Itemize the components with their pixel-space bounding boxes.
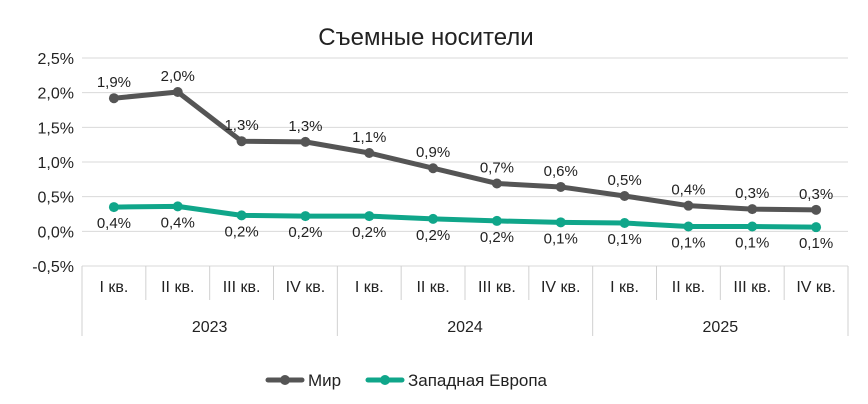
- data-point: [428, 213, 439, 224]
- legend-marker: [380, 375, 390, 385]
- y-tick-label: 0,5%: [38, 190, 74, 207]
- x-tick-label: III кв.: [733, 279, 771, 296]
- data-point: [555, 217, 566, 228]
- data-label: 0,4%: [161, 214, 195, 231]
- y-tick-label: 1,5%: [38, 120, 74, 137]
- y-tick-label: 2,0%: [38, 86, 74, 103]
- data-point: [172, 86, 183, 97]
- data-label: 0,1%: [735, 234, 769, 251]
- legend-label: Западная Европа: [408, 371, 548, 390]
- data-label: 0,3%: [735, 185, 769, 202]
- y-tick-label: 0,0%: [38, 224, 74, 241]
- data-point: [236, 136, 247, 147]
- data-label: 2,0%: [161, 68, 195, 85]
- data-point: [172, 201, 183, 212]
- data-label: 0,7%: [480, 159, 514, 176]
- data-point: [747, 221, 758, 232]
- data-label: 0,1%: [607, 231, 641, 248]
- series-layer: [108, 86, 822, 233]
- year-label: 2025: [703, 319, 739, 336]
- data-point: [364, 211, 375, 222]
- data-label: 0,1%: [799, 235, 833, 252]
- x-tick-label: IV кв.: [286, 279, 326, 296]
- x-tick-label: III кв.: [478, 279, 516, 296]
- x-tick-label: I кв.: [99, 279, 128, 296]
- data-label: 0,1%: [544, 230, 578, 247]
- data-point: [300, 211, 311, 222]
- data-label: 1,3%: [224, 117, 258, 134]
- data-label: 0,4%: [671, 182, 705, 199]
- y-tick-label: -0,5%: [32, 259, 74, 276]
- legend-label: Мир: [308, 371, 341, 390]
- x-tick-label: I кв.: [610, 279, 639, 296]
- chart-title: Съемные носители: [318, 24, 533, 51]
- data-label: 0,2%: [480, 229, 514, 246]
- data-point: [555, 181, 566, 192]
- data-label: 0,2%: [416, 227, 450, 244]
- year-label: 2023: [192, 319, 228, 336]
- data-label: 1,9%: [97, 74, 131, 91]
- data-label: 0,6%: [544, 163, 578, 180]
- data-point: [683, 200, 694, 211]
- series-line: [111, 203, 819, 230]
- data-label: 0,2%: [224, 223, 258, 240]
- year-label: 2024: [447, 319, 483, 336]
- data-point: [491, 215, 502, 226]
- data-point: [683, 221, 694, 232]
- data-label: 1,1%: [352, 129, 386, 146]
- data-label: 0,2%: [288, 224, 322, 241]
- data-point: [236, 210, 247, 221]
- x-tick-label: II кв.: [416, 279, 449, 296]
- y-tick-label: 1,0%: [38, 155, 74, 172]
- data-point: [364, 147, 375, 158]
- data-point: [811, 204, 822, 215]
- data-point: [747, 204, 758, 215]
- series-line: [111, 89, 819, 213]
- data-label: 0,4%: [97, 215, 131, 232]
- data-label: 0,3%: [799, 186, 833, 203]
- label-layer: 1,9% 2,0% 1,3% 1,3% 1,1% 0,9% 0,7% 0,6% 0,5% 0,4%…: [97, 68, 833, 252]
- data-label: 0,9%: [416, 144, 450, 161]
- grid-layer: [82, 57, 848, 267]
- legend: Мир Западная Европа: [265, 371, 548, 390]
- data-label: 0,5%: [607, 172, 641, 189]
- data-point: [619, 190, 630, 201]
- data-label: 0,1%: [671, 234, 705, 251]
- x-tick-label: IV кв.: [796, 279, 836, 296]
- x-tick-label: II кв.: [672, 279, 705, 296]
- x-tick-label: II кв.: [161, 279, 194, 296]
- data-point: [428, 163, 439, 174]
- x-tick-label: IV кв.: [541, 279, 581, 296]
- data-point: [811, 222, 822, 233]
- data-label: 1,3%: [288, 118, 322, 135]
- data-label: 0,2%: [352, 224, 386, 241]
- data-point: [300, 136, 311, 147]
- x-tick-label: III кв.: [223, 279, 261, 296]
- data-point: [491, 178, 502, 189]
- y-tick-label: 2,5%: [38, 51, 74, 68]
- legend-marker: [280, 375, 290, 385]
- x-tick-label: I кв.: [355, 279, 384, 296]
- data-point: [108, 202, 119, 213]
- data-point: [108, 93, 119, 104]
- axis-layer: 2,5% 2,0% 1,5% 1,0% 0,5% 0,0% -0,5% I кв. II кв.…: [32, 51, 849, 336]
- data-point: [619, 218, 630, 229]
